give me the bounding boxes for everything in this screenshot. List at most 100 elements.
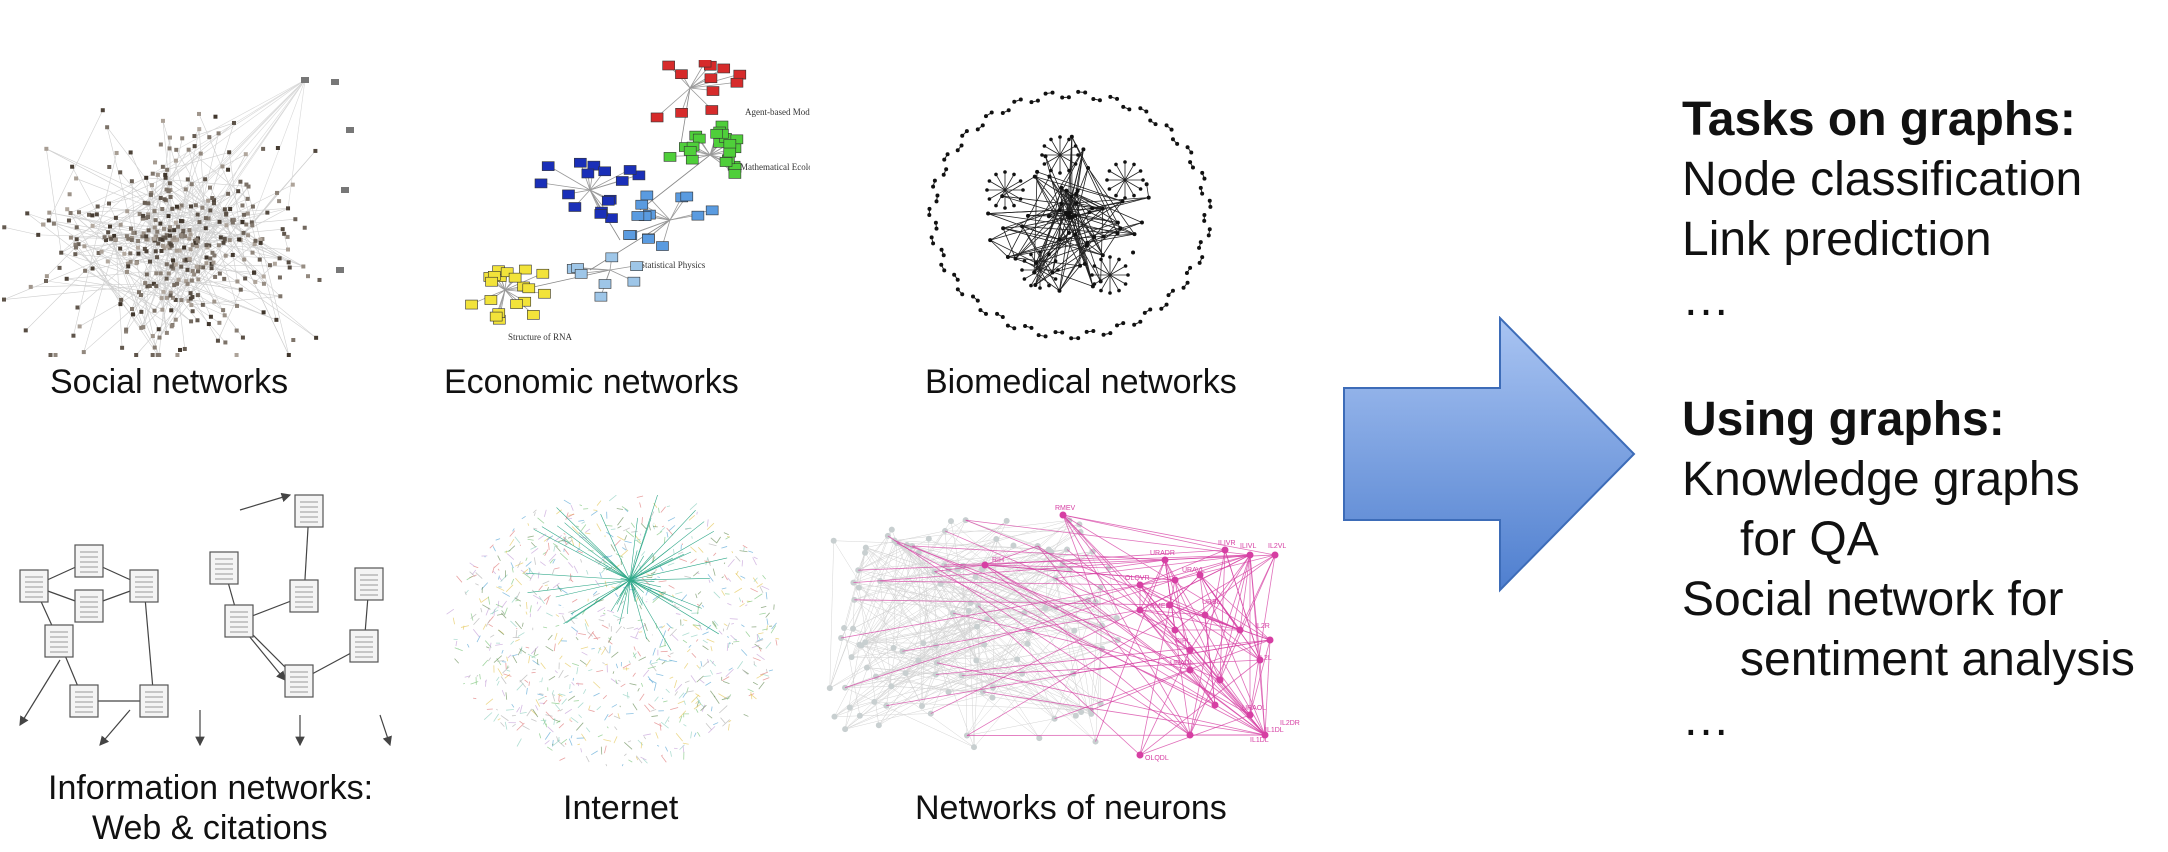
social-node — [189, 278, 194, 283]
neuron-gray-node — [883, 702, 890, 709]
social-node — [252, 242, 257, 247]
neuron-pink-edge — [1073, 639, 1271, 674]
bio-node — [1073, 213, 1078, 218]
social-node — [302, 225, 307, 230]
social-node — [249, 220, 254, 225]
internet-edge — [629, 548, 671, 581]
social-node — [331, 79, 339, 85]
internet-edge — [624, 535, 628, 541]
neuron-pink-edge — [1189, 669, 1251, 716]
neuron-gray-edge — [853, 520, 1070, 583]
bio-node — [1020, 268, 1024, 272]
internet-edge — [553, 643, 556, 652]
internet-edge — [579, 504, 583, 507]
bio-edge — [1109, 274, 1126, 285]
neuron-label: RMEV — [1055, 505, 1076, 512]
internet-edge — [577, 550, 583, 554]
bio-node — [931, 184, 936, 189]
internet-edge — [626, 579, 631, 614]
bio-node — [1164, 302, 1169, 307]
internet-edge — [588, 705, 591, 710]
internet-edge — [624, 540, 632, 544]
bio-edge — [1059, 233, 1135, 240]
internet-edge — [489, 544, 494, 549]
internet-edge — [454, 658, 460, 664]
social-edge — [159, 221, 220, 338]
social-node — [157, 335, 162, 340]
bio-node — [1099, 257, 1103, 262]
neuron-gray-edge — [923, 643, 994, 688]
internet-edge — [501, 600, 507, 608]
bio-edge — [1004, 189, 1015, 206]
econ-node — [663, 152, 677, 162]
internet-edge — [613, 715, 621, 720]
bio-node — [1132, 193, 1136, 198]
econ-node — [594, 291, 608, 302]
internet-edge — [638, 631, 643, 633]
neuron-pink-node — [1186, 731, 1194, 739]
internet-edge — [505, 584, 514, 593]
bio-node — [1189, 150, 1194, 155]
bio-node — [1206, 233, 1211, 238]
internet-edge — [522, 725, 530, 730]
neuron-pink-edge — [1055, 554, 1251, 579]
econ-node — [662, 60, 675, 71]
internet-edge — [597, 607, 606, 613]
internet-edge — [466, 575, 473, 581]
social-node — [139, 325, 144, 330]
social-edge — [287, 79, 306, 209]
social-edge — [46, 148, 304, 267]
bio-edge — [1071, 136, 1121, 229]
social-node — [200, 205, 205, 210]
neuron-gray-node — [890, 644, 897, 651]
internet-edge — [629, 575, 631, 581]
internet-edge — [544, 549, 549, 557]
internet-edge — [559, 708, 563, 712]
internet-edge — [519, 720, 524, 725]
internet-edge — [492, 546, 496, 552]
social-node — [120, 345, 125, 350]
internet-edge — [533, 594, 542, 600]
internet-edge — [653, 502, 658, 509]
using-knowledge-graphs: Knowledge graphs — [1682, 453, 2080, 506]
social-node — [228, 207, 233, 212]
social-node — [164, 262, 169, 267]
bio-node — [1047, 283, 1051, 288]
neuron-gray-edge — [844, 644, 860, 730]
bio-edge — [1034, 176, 1077, 204]
bio-node — [987, 179, 992, 183]
internet-edge — [588, 709, 595, 712]
neuron-pink-edge — [1189, 554, 1251, 736]
neuron-pink-edge — [1095, 559, 1166, 742]
social-node — [166, 271, 171, 276]
internet-edge — [620, 600, 625, 605]
econ-label-agent: Agent-based Models — [745, 107, 810, 117]
internet-edge — [473, 617, 480, 626]
social-node — [213, 114, 218, 119]
internet-edge — [666, 527, 674, 536]
bio-node — [1058, 135, 1062, 139]
neuron-label: IL2DR — [1280, 720, 1300, 727]
internet-edge — [775, 637, 780, 640]
neuron-pink-edge — [1062, 514, 1276, 556]
neuron-gray-node — [1072, 712, 1079, 719]
internet-edge — [651, 715, 658, 717]
internet-edge — [538, 533, 547, 540]
internet-edge — [698, 623, 702, 631]
internet-edge — [739, 550, 748, 553]
econ-node — [685, 154, 699, 165]
econ-edge — [504, 272, 543, 291]
internet-edge — [527, 653, 536, 659]
internet-edge — [537, 517, 545, 524]
bio-node — [1117, 288, 1121, 293]
bio-node — [1185, 145, 1190, 150]
tasks-heading: Tasks on graphs: — [1682, 93, 2076, 146]
social-node — [141, 213, 146, 218]
bio-edge — [989, 239, 1009, 258]
social-node — [166, 214, 171, 219]
social-node — [198, 151, 203, 156]
bio-node — [1049, 137, 1053, 142]
social-edge — [198, 245, 207, 268]
internet-edge — [690, 731, 692, 739]
social-node — [64, 276, 69, 281]
